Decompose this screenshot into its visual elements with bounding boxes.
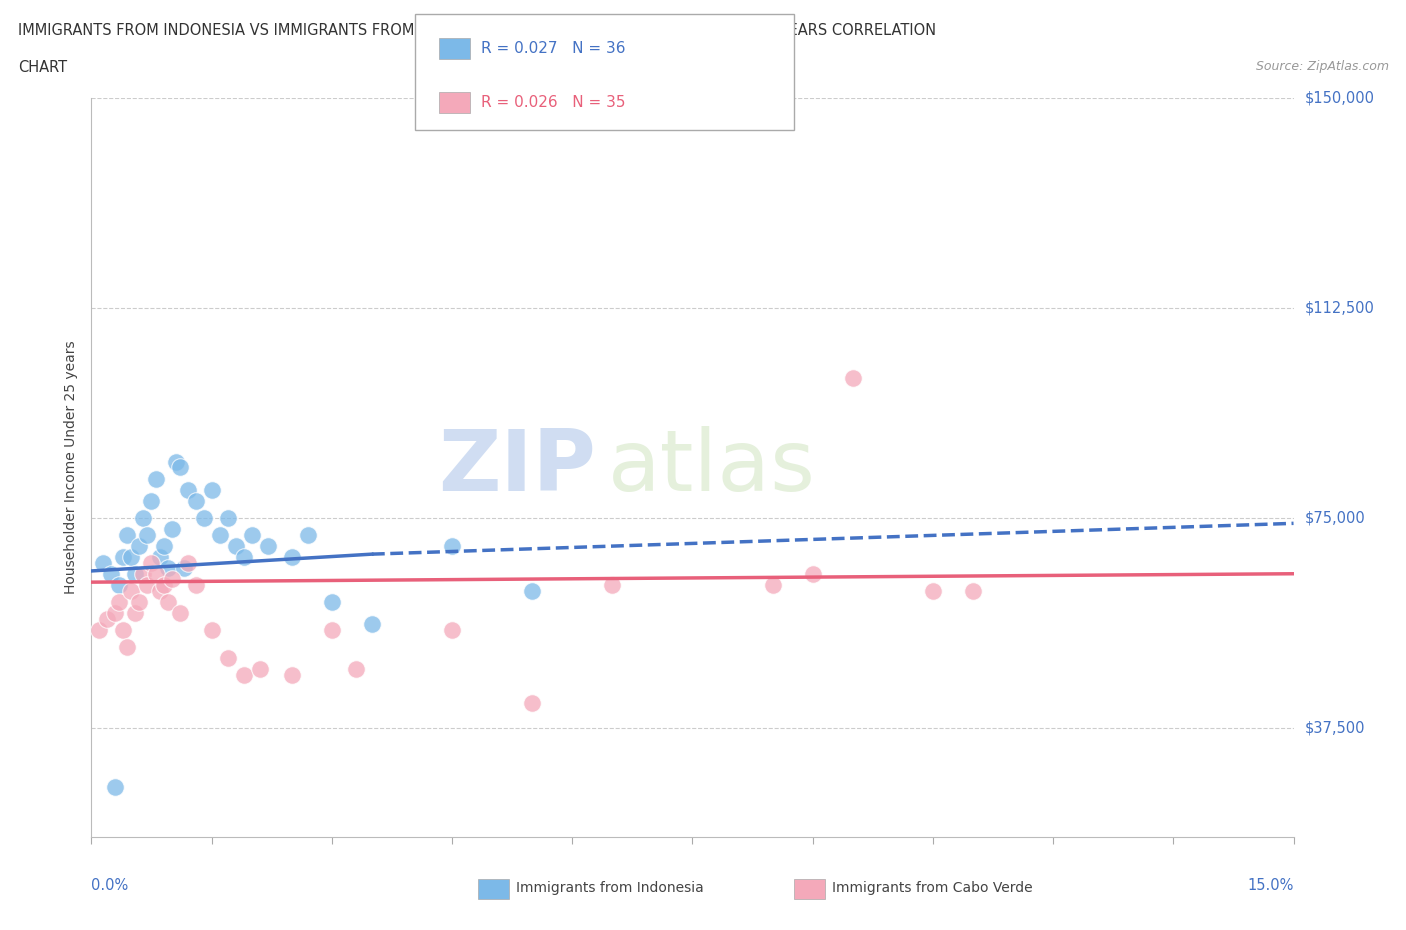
Text: ZIP: ZIP: [439, 426, 596, 509]
Point: [232, 667, 254, 682]
Point: [176, 555, 198, 570]
Point: [169, 460, 191, 474]
Point: [112, 622, 135, 637]
Text: CHART: CHART: [18, 60, 67, 75]
Point: [344, 661, 367, 676]
Y-axis label: Householder Income Under 25 years: Householder Income Under 25 years: [65, 340, 79, 594]
Point: [100, 566, 122, 581]
Text: 0.0%: 0.0%: [91, 878, 128, 893]
Point: [128, 538, 150, 553]
Point: [112, 550, 135, 565]
Point: [193, 511, 215, 525]
Text: IMMIGRANTS FROM INDONESIA VS IMMIGRANTS FROM CABO VERDE HOUSEHOLDER INCOME UNDER: IMMIGRANTS FROM INDONESIA VS IMMIGRANTS …: [18, 23, 936, 38]
Text: $112,500: $112,500: [1305, 300, 1375, 315]
Point: [922, 583, 945, 598]
Point: [962, 583, 984, 598]
Point: [201, 483, 224, 498]
Point: [841, 370, 863, 385]
Point: [217, 511, 239, 525]
Point: [128, 594, 150, 609]
Point: [93, 555, 115, 570]
Point: [117, 527, 139, 542]
Point: [124, 566, 146, 581]
Point: [225, 538, 247, 553]
Point: [165, 454, 187, 469]
Point: [96, 611, 118, 626]
Point: [321, 594, 343, 609]
Point: [217, 650, 239, 665]
Point: [240, 527, 263, 542]
Point: [132, 566, 155, 581]
Text: R = 0.027   N = 36: R = 0.027 N = 36: [481, 41, 626, 56]
Text: Immigrants from Cabo Verde: Immigrants from Cabo Verde: [832, 881, 1033, 896]
Point: [184, 578, 207, 592]
Point: [232, 550, 254, 565]
Point: [117, 639, 139, 654]
Point: [141, 555, 163, 570]
Text: R = 0.026   N = 35: R = 0.026 N = 35: [481, 95, 626, 110]
Point: [441, 622, 464, 637]
Text: $150,000: $150,000: [1305, 90, 1375, 105]
Point: [360, 617, 382, 631]
Point: [121, 550, 143, 565]
Point: [297, 527, 319, 542]
Text: 15.0%: 15.0%: [1247, 878, 1294, 893]
Point: [145, 472, 167, 486]
Point: [152, 538, 174, 553]
Point: [520, 583, 543, 598]
Point: [124, 605, 146, 620]
Point: [176, 483, 198, 498]
Point: [602, 578, 624, 592]
Point: [208, 527, 231, 542]
Point: [145, 566, 167, 581]
Point: [89, 622, 111, 637]
Point: [249, 661, 271, 676]
Point: [156, 594, 179, 609]
Point: [148, 583, 170, 598]
Point: [108, 578, 131, 592]
Point: [121, 583, 143, 598]
Point: [281, 667, 304, 682]
Point: [173, 561, 195, 576]
Point: [136, 527, 159, 542]
Point: [281, 550, 304, 565]
Point: [441, 538, 464, 553]
Point: [256, 538, 278, 553]
Text: $75,000: $75,000: [1305, 511, 1365, 525]
Point: [104, 605, 127, 620]
Point: [520, 695, 543, 710]
Point: [160, 572, 183, 587]
Text: atlas: atlas: [609, 426, 817, 509]
Point: [169, 605, 191, 620]
Point: [104, 779, 127, 794]
Point: [136, 578, 159, 592]
Point: [762, 578, 785, 592]
Point: [152, 578, 174, 592]
Text: Immigrants from Indonesia: Immigrants from Indonesia: [516, 881, 704, 896]
Point: [141, 494, 163, 509]
Text: $37,500: $37,500: [1305, 720, 1365, 736]
Point: [108, 594, 131, 609]
Point: [156, 561, 179, 576]
Point: [201, 622, 224, 637]
Point: [184, 494, 207, 509]
Point: [801, 566, 824, 581]
Text: Source: ZipAtlas.com: Source: ZipAtlas.com: [1256, 60, 1389, 73]
Point: [132, 511, 155, 525]
Point: [160, 522, 183, 537]
Point: [321, 622, 343, 637]
Point: [148, 550, 170, 565]
